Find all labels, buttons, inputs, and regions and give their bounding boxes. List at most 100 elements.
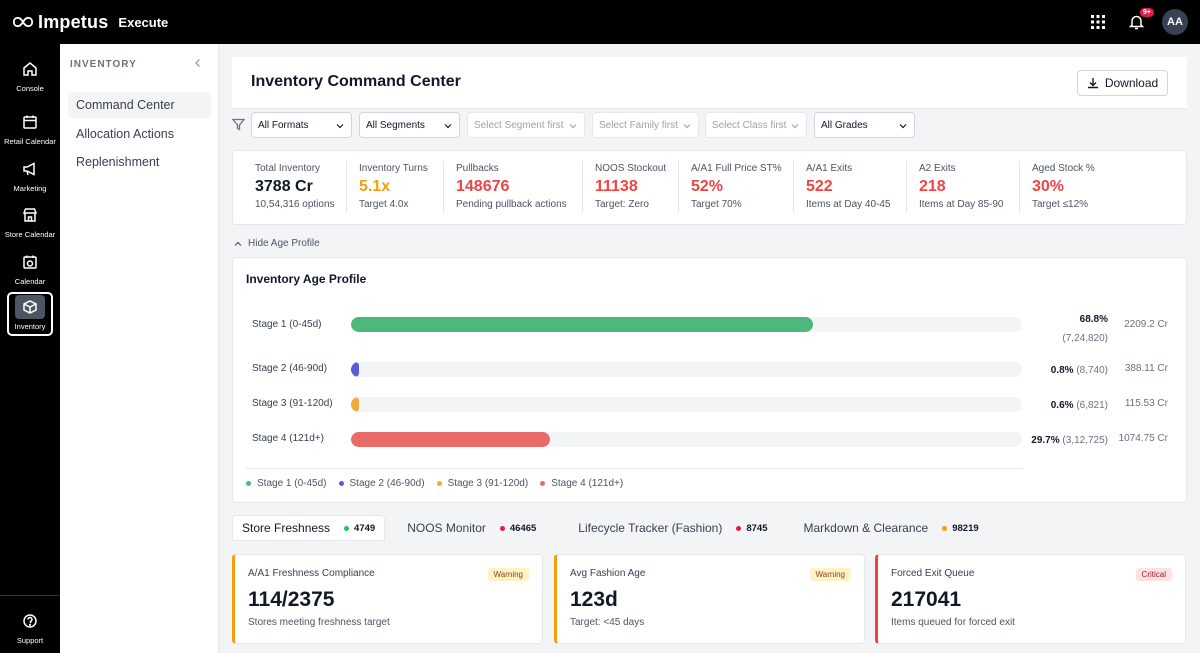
kpi-a2-exits[interactable]: A2 Exits 218 Items at Day 85-90 — [919, 163, 1003, 210]
notification-count-badge: 9+ — [1140, 8, 1154, 17]
freshness-compliance-card[interactable]: A/A1 Freshness Compliance Warning 114/23… — [232, 554, 543, 644]
kpi-label: Total Inventory — [255, 163, 321, 174]
stage-share: 0.6% (6,821) — [1051, 400, 1108, 411]
kpi-subtext: Target 70% — [691, 199, 742, 210]
notifications-button[interactable]: 9+ — [1124, 8, 1154, 34]
chevron-down-icon — [899, 124, 907, 129]
kpi-label: Pullbacks — [456, 163, 499, 174]
apps-grid-button[interactable] — [1086, 10, 1110, 34]
forced-exit-queue-card[interactable]: Forced Exit Queue Critical 217041 Items … — [875, 554, 1186, 644]
stage-bar-fill — [351, 432, 551, 447]
card-subtext: Stores meeting freshness target — [248, 617, 390, 628]
rail-item-retail-calendar[interactable]: Retail Calendar — [0, 110, 60, 146]
page-header: Inventory Command Center Download — [232, 57, 1187, 109]
tab-label: Store Freshness — [242, 521, 331, 535]
tab-store-freshness[interactable]: Store Freshness 4749 — [232, 515, 386, 541]
kpi-divider — [678, 161, 679, 213]
stage-count: (3,12,725) — [1062, 435, 1108, 446]
stage-value-cr: 2209.2 Cr — [1124, 319, 1168, 330]
brand[interactable]: Impetus Execute — [12, 12, 168, 33]
age-legend: Stage 1 (0-45d) Stage 2 (46-90d) Stage 3… — [246, 478, 635, 489]
subclass-select[interactable]: Select Class first — [705, 112, 807, 138]
download-button[interactable]: Download — [1077, 70, 1168, 96]
family-select[interactable]: Select Segment first — [467, 112, 585, 138]
grades-select[interactable]: All Grades — [814, 112, 915, 138]
chevron-down-icon — [336, 124, 344, 129]
legend-label: Stage 1 (0-45d) — [257, 478, 327, 489]
chevron-left-icon[interactable] — [192, 57, 204, 69]
grades-value: All Grades — [821, 119, 868, 131]
card-value: 114/2375 — [248, 588, 335, 611]
kpi-label: Aged Stock % — [1032, 163, 1095, 174]
kpi-aa1-exits[interactable]: A/A1 Exits 522 Items at Day 40-45 — [806, 163, 890, 210]
kpi-pullbacks[interactable]: Pullbacks 148676 Pending pullback action… — [456, 163, 567, 210]
class-select[interactable]: Select Family first — [592, 112, 699, 138]
legend-dot — [246, 481, 251, 486]
chevron-down-icon — [444, 124, 452, 129]
stage-percent: 68.8% — [1079, 314, 1108, 325]
rail-label: Calendar — [14, 277, 46, 286]
kpi-total-inventory[interactable]: Total Inventory 3788 Cr 10,54,316 option… — [255, 163, 335, 210]
tab-count: 98219 — [942, 522, 979, 534]
user-avatar[interactable]: AA — [1162, 9, 1188, 35]
kpi-value: 218 — [919, 178, 946, 195]
tab-noos-monitor[interactable]: NOOS Monitor 46465 — [398, 515, 545, 541]
card-label: Avg Fashion Age — [570, 568, 646, 579]
tab-count-value: 98219 — [952, 522, 979, 534]
megaphone-icon — [23, 162, 35, 176]
class-placeholder: Select Family first — [599, 119, 678, 131]
kpi-value: 522 — [806, 178, 833, 195]
store-icon — [23, 208, 37, 222]
kpi-divider — [346, 161, 347, 213]
warning-badge: Warning — [487, 568, 529, 581]
stage-count: (8,740) — [1076, 365, 1108, 376]
kpi-divider — [582, 161, 583, 213]
subclass-placeholder: Select Class first — [712, 119, 787, 131]
tab-markdown-clearance[interactable]: Markdown & Clearance 98219 — [794, 515, 987, 541]
kpi-divider — [906, 161, 907, 213]
legend-item: Stage 2 (46-90d) — [338, 478, 425, 489]
card-value: 123d — [570, 588, 618, 611]
kpi-noos-stockout[interactable]: NOOS Stockout 11138 Target: Zero — [595, 163, 666, 210]
card-value: 217041 — [891, 588, 962, 611]
stage-share: 68.8% (7,24,820) — [1062, 310, 1108, 348]
warning-badge: Warning — [809, 568, 851, 581]
stage-bar-fill — [351, 397, 360, 412]
legend-dot — [338, 481, 344, 486]
stage-bar-track — [351, 317, 1022, 332]
stage-count: (6,821) — [1076, 400, 1108, 411]
avg-fashion-age-card[interactable]: Avg Fashion Age Warning 123d Target: <45… — [554, 554, 865, 644]
bell-icon — [1128, 15, 1144, 30]
card-subtext: Items queued for forced exit — [891, 617, 1015, 628]
stage-percent: 29.7% — [1031, 435, 1060, 446]
tab-count: 8745 — [736, 523, 767, 534]
kpi-value: 148676 — [456, 178, 510, 195]
impetus-logo-icon — [12, 16, 34, 28]
rail-item-inventory[interactable]: Inventory — [6, 291, 54, 337]
rail-item-console[interactable]: Console — [0, 57, 60, 93]
kpi-aged-stock[interactable]: Aged Stock % 30% Target ≤12% — [1032, 163, 1095, 210]
kpi-inventory-turns[interactable]: Inventory Turns 5.1x Target 4.0x — [359, 163, 428, 210]
segments-select[interactable]: All Segments — [359, 112, 460, 138]
kpi-full-price-st[interactable]: A/A1 Full Price ST% 52% Target 70% — [691, 163, 782, 210]
stage-value-cr: 115.53 Cr — [1124, 398, 1168, 409]
rail-item-store-calendar[interactable]: Store Calendar — [0, 203, 60, 239]
tab-lifecycle-tracker[interactable]: Lifecycle Tracker (Fashion) 8745 — [569, 515, 776, 541]
family-placeholder: Select Segment first — [474, 119, 564, 131]
hide-age-profile-toggle[interactable]: Hide Age Profile — [234, 238, 320, 249]
kpi-value: 3788 Cr — [255, 178, 313, 195]
filter-bar: All Formats All Segments Select Segment … — [232, 112, 1187, 138]
rail-item-marketing[interactable]: Marketing — [0, 157, 60, 193]
kpi-subtext: Items at Day 40-45 — [806, 199, 891, 210]
formats-select[interactable]: All Formats — [251, 112, 352, 138]
rail-item-support[interactable]: Support — [0, 609, 60, 645]
card-subtext: Target: <45 days — [570, 617, 645, 628]
rail-item-calendar[interactable]: Calendar — [0, 250, 60, 286]
subnav-item-command-center[interactable]: Command Center — [68, 92, 211, 118]
kpi-value: 5.1x — [359, 178, 391, 195]
inventory-subnav: INVENTORY Command Center Allocation Acti… — [60, 44, 219, 653]
stage-label: Stage 1 (0-45d) — [252, 319, 322, 330]
subnav-item-replenishment[interactable]: Replenishment — [76, 155, 160, 169]
subnav-item-allocation-actions[interactable]: Allocation Actions — [76, 127, 174, 141]
tab-count-value: 4749 — [354, 522, 376, 534]
